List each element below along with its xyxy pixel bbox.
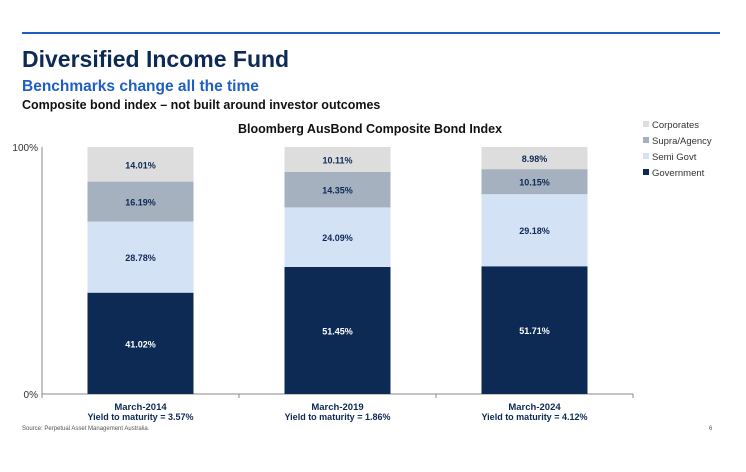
page-number: 6	[709, 426, 713, 432]
page-subtitle: Benchmarks change all the time	[22, 78, 259, 95]
x-tick-label: March-2019	[311, 402, 363, 413]
data-label: 8.98%	[522, 154, 548, 164]
legend-entry: Government	[652, 168, 705, 179]
data-label: 14.35%	[322, 186, 353, 196]
legend-swatch	[643, 169, 649, 175]
header-rule	[22, 32, 720, 34]
page-tagline: Composite bond index – not built around …	[22, 98, 381, 112]
data-label: 10.15%	[519, 178, 550, 188]
bar-segment-government	[481, 266, 588, 394]
bar-segment-supra-agency	[481, 169, 588, 195]
source-note: Source: Perpetual Asset Management Austr…	[22, 426, 150, 432]
data-label: 51.71%	[519, 326, 550, 336]
bar-segment-government	[87, 292, 194, 394]
data-label: 28.78%	[125, 253, 156, 263]
x-sub-label: Yield to maturity = 3.57%	[88, 412, 194, 422]
chart-title: Bloomberg AusBond Composite Bond Index	[238, 122, 502, 136]
data-label: 41.02%	[125, 339, 156, 349]
data-label: 10.11%	[322, 155, 352, 165]
legend-swatch	[643, 137, 649, 143]
bar-segment-corporates	[481, 146, 588, 170]
x-tick-label: March-2014	[114, 402, 167, 413]
legend-entry: Corporates	[652, 120, 699, 131]
legend-entry: Semi Govt	[652, 152, 697, 163]
bar-segment-semi-govt	[87, 221, 194, 293]
x-sub-label: Yield to maturity = 1.86%	[285, 412, 391, 422]
y-tick-label: 100%	[12, 143, 38, 154]
bar-segment-supra-agency	[87, 181, 194, 222]
x-tick-label: March-2024	[508, 402, 561, 413]
y-tick-label: 0%	[24, 390, 39, 401]
bar-segment-supra-agency	[284, 171, 391, 208]
bar-segment-corporates	[87, 147, 194, 182]
data-label: 14.01%	[125, 160, 156, 170]
data-label: 16.19%	[125, 198, 156, 208]
bar-segment-semi-govt	[481, 194, 588, 267]
bar-segment-semi-govt	[284, 207, 391, 267]
bar-segment-corporates	[284, 147, 391, 172]
data-label: 24.09%	[322, 233, 353, 243]
data-label: 51.45%	[322, 326, 353, 336]
x-sub-label: Yield to maturity = 4.12%	[482, 412, 588, 422]
legend-swatch	[643, 153, 649, 159]
bar-segment-government	[284, 266, 391, 394]
page-title: Diversified Income Fund	[22, 46, 290, 72]
legend-swatch	[643, 121, 649, 127]
legend-entry: Supra/Agency	[652, 136, 712, 147]
data-label: 29.18%	[519, 226, 550, 236]
